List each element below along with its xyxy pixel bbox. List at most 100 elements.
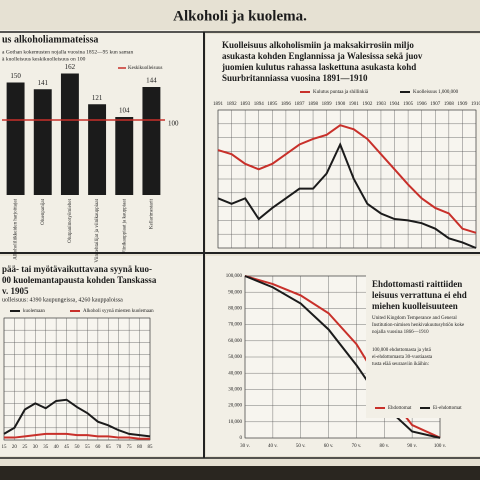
- value-label: 141: [38, 79, 49, 87]
- x-tick-label: 40: [54, 445, 60, 450]
- chart-note: uolleisuus: 4390 kaupungeissa, 4260 kaup…: [2, 297, 123, 303]
- y-tick-label: 70,000: [228, 323, 242, 328]
- x-tick-label: 90 v.: [407, 444, 417, 449]
- y-tick-label: 60,000: [228, 339, 242, 344]
- bar: [60, 73, 79, 195]
- x-tick-label: 80: [137, 445, 143, 450]
- y-tick-label: 40,000: [228, 371, 242, 376]
- value-label: 144: [146, 77, 157, 85]
- x-tick-label: 55: [85, 445, 91, 450]
- x-tick-label: 75: [127, 445, 133, 450]
- legend-label: Kulutus puntaa ja shillinkiä: [313, 90, 369, 95]
- chart-title: 00 kuolemantapausta kohden Tanskassa: [2, 275, 157, 285]
- series-line: [217, 124, 477, 234]
- x-tick-label: 70 v.: [352, 444, 362, 449]
- bar: [115, 117, 134, 195]
- x-tick-label: 80 v.: [379, 444, 389, 449]
- x-tick-label: 1898: [308, 102, 319, 107]
- main-title: Alkoholi ja kuolema.: [173, 8, 307, 24]
- x-tick-label: 50 v.: [296, 444, 306, 449]
- x-tick-label: 45: [64, 445, 70, 450]
- chart-title: pää- tai myötävaikuttavana syynä kuo-: [2, 264, 152, 274]
- chart-note: Institution-nimisen henkivakuutusyhtiön …: [372, 323, 465, 328]
- note-box: [366, 270, 480, 418]
- reference-value: 100: [168, 120, 179, 128]
- x-tick-label: 1905: [403, 102, 414, 107]
- legend-label: Ei-ehdottomat: [433, 406, 462, 411]
- value-label: 121: [92, 94, 103, 102]
- x-tick-label: 1896: [281, 102, 292, 107]
- bar: [33, 89, 52, 195]
- y-tick-label: 0: [240, 436, 243, 441]
- x-tick-label: Olutpanimotyömiehet: [68, 198, 73, 242]
- chart-title: Suurbritanniassa vuosina 1891—1910: [222, 73, 368, 83]
- value-label: 104: [119, 107, 130, 115]
- x-tick-label: 1893: [240, 102, 251, 107]
- bar: [88, 104, 107, 195]
- x-tick-label: 1897: [294, 102, 305, 107]
- chart-title: asukasta kohden Englannissa ja Walesissa…: [222, 51, 423, 61]
- legend-label: Alkoholi syynä miesten kuolemaan: [83, 309, 154, 314]
- x-tick-label: 1900: [335, 102, 346, 107]
- x-tick-label: Oluenpanijat: [41, 198, 46, 224]
- y-tick-label: 50,000: [228, 355, 242, 360]
- series-line: [3, 398, 151, 438]
- x-tick-label: 1903: [376, 102, 387, 107]
- x-tick-label: 100 v.: [434, 444, 446, 449]
- x-tick-label: 1895: [267, 102, 278, 107]
- x-tick-label: 30: [33, 445, 39, 450]
- chart-title: miehen kuolleisuuteen: [372, 301, 458, 311]
- x-tick-label: 1906: [417, 102, 428, 107]
- x-tick-label: Viinikauppiaat ja kauppiaat: [122, 198, 127, 254]
- x-tick-label: 1908: [444, 102, 455, 107]
- x-tick-label: Kellarimestarit: [150, 198, 155, 229]
- x-tick-label: 60: [95, 445, 101, 450]
- x-tick-label: 20: [12, 445, 18, 450]
- value-label: 162: [65, 63, 76, 71]
- chart-title: v. 1905: [2, 286, 29, 296]
- legend-label: kuolemaan: [23, 309, 45, 314]
- chart-title: Kuolleisuus alkoholismiin ja maksakirros…: [222, 40, 414, 50]
- chart-note: ä kuolleisuus keskikuolleisuus on 100: [2, 56, 86, 62]
- chart-note: a Gothan kokemusten nojalla vuosina 1852…: [2, 49, 133, 55]
- x-tick-label: 1891: [213, 102, 224, 107]
- legend-label: Ehdottomat: [388, 406, 412, 411]
- x-tick-label: 1904: [390, 102, 401, 107]
- y-tick-label: 90,000: [228, 290, 242, 295]
- bar: [6, 82, 25, 195]
- series-line: [4, 432, 150, 440]
- chart-title: juomien kulutus rahassa laskettuna asuka…: [221, 62, 416, 72]
- x-tick-label: 50: [75, 445, 81, 450]
- x-tick-label: 65: [106, 445, 112, 450]
- x-tick-label: 35: [43, 445, 49, 450]
- value-label: 150: [10, 72, 21, 80]
- x-tick-label: 70: [116, 445, 122, 450]
- x-tick-label: 1910: [471, 102, 480, 107]
- x-tick-label: 1894: [254, 102, 265, 107]
- y-tick-label: 80,000: [228, 307, 242, 312]
- chart-title: us alkoholiammateissa: [2, 34, 98, 45]
- x-tick-label: 40 v.: [268, 444, 278, 449]
- x-tick-label: 1907: [430, 102, 441, 107]
- y-tick-label: 10,000: [228, 420, 242, 425]
- x-tick-label: 1892: [227, 102, 238, 107]
- x-tick-label: 1901: [349, 102, 360, 107]
- x-tick-label: 15: [2, 445, 8, 450]
- chart-title: Ehdottomasti raittiiden: [372, 279, 462, 289]
- x-tick-label: 60 v.: [324, 444, 334, 449]
- chart-note: United Kingdom Temperance and General: [372, 316, 457, 321]
- x-tick-label: 1909: [457, 102, 468, 107]
- chart-title: leisuus verrattuna ei ehd: [372, 290, 467, 300]
- legend-label: Keskikuolleisuus: [128, 66, 162, 71]
- x-tick-label: 85: [148, 445, 154, 450]
- x-tick-label: Viinitehtailijat ja viinikauppiaat: [95, 198, 100, 262]
- y-tick-label: 20,000: [228, 404, 242, 409]
- chart-note: tusta elää seuraaviin ikäihin:: [372, 362, 429, 367]
- series-line: [217, 141, 477, 249]
- chart-note: nojalla vuosina 1866—1910: [372, 330, 429, 335]
- x-tick-label: 1899: [322, 102, 333, 107]
- bar: [142, 87, 161, 195]
- x-tick-label: 30 v.: [240, 444, 250, 449]
